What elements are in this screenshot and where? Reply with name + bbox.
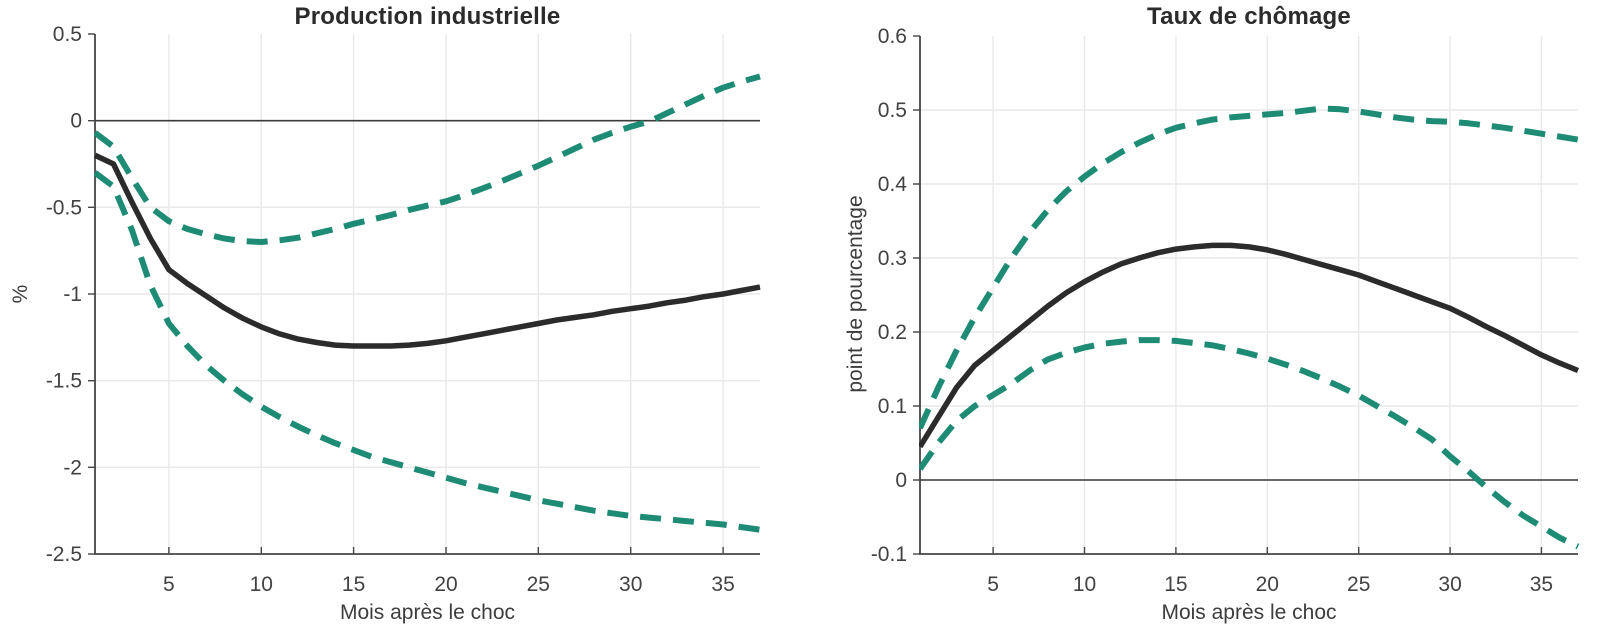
x-tick-label: 30 <box>1438 573 1461 596</box>
left-x-axis-label: Mois après le choc <box>339 601 516 624</box>
y-tick-label: 0.5 <box>878 99 907 122</box>
upper-band-line-left <box>94 73 761 245</box>
y-tick-label: -1.5 <box>46 370 82 393</box>
y-tick-label: 0.5 <box>53 23 82 46</box>
x-tick-label: 25 <box>527 573 550 596</box>
point-estimate-line-left <box>94 152 761 349</box>
axes-panel-left: 5 10 15 20 25 30 35 0.5 0 -0.5 -1 -1.5 -2 -2.5 <box>46 23 761 596</box>
x-tick-label: 15 <box>1164 573 1187 596</box>
x-tick-label: 20 <box>434 573 457 596</box>
y-tick-label: 0 <box>70 110 82 133</box>
x-tick-label: 35 <box>1530 573 1553 596</box>
x-tick-label: 5 <box>163 573 175 596</box>
right-x-axis-label: Mois après le choc <box>1161 601 1337 624</box>
x-tick-label: 10 <box>1073 573 1096 596</box>
x-tick-label: 15 <box>342 573 365 596</box>
x-tick-label: 30 <box>619 573 642 596</box>
y-tick-label: -2 <box>63 456 82 479</box>
upper-band-line-right <box>919 105 1579 430</box>
left-y-axis-label: % <box>9 284 32 304</box>
y-tick-label: 0.4 <box>878 173 908 196</box>
y-tick-label: -1 <box>63 283 82 306</box>
y-tick-label: -2.5 <box>46 543 82 566</box>
x-tick-label: 20 <box>1256 573 1279 596</box>
x-tick-label: 25 <box>1347 573 1370 596</box>
y-tick-label: 0.6 <box>878 25 907 48</box>
y-tick-label: -0.5 <box>46 196 82 219</box>
left-panel-title: Production industrielle <box>294 3 561 30</box>
y-tick-label: -0.1 <box>871 543 907 566</box>
axes-panel-right: 5 10 15 20 25 30 35 0.6 0.5 0.4 0.3 0.2 0.1 0 -0.1 <box>871 25 1580 596</box>
right-y-axis-label: point de pourcentage <box>844 195 867 393</box>
x-tick-label: 10 <box>250 573 273 596</box>
y-tick-label: 0.2 <box>878 321 907 344</box>
lower-band-line-right <box>919 337 1580 550</box>
y-tick-label: 0 <box>895 469 907 492</box>
y-tick-label: 0.1 <box>878 395 907 418</box>
right-panel-title: Taux de chômage <box>1147 3 1351 30</box>
x-tick-label: 5 <box>987 573 999 596</box>
y-tick-label: 0.3 <box>878 247 907 270</box>
point-estimate-line-right <box>919 242 1580 449</box>
x-tick-label: 35 <box>711 573 734 596</box>
lower-band-line-left <box>94 170 761 533</box>
